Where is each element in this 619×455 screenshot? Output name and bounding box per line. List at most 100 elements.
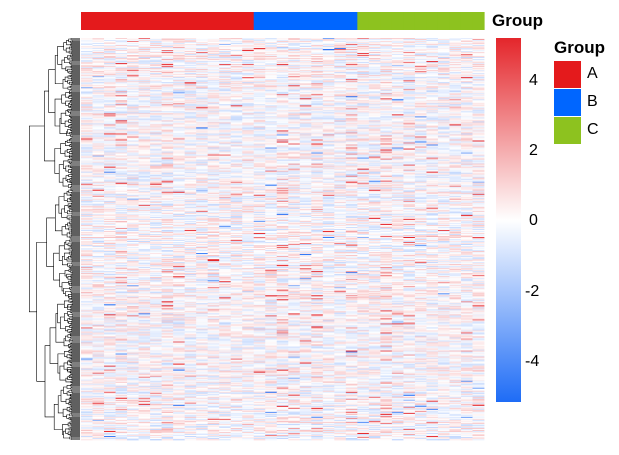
heatmap-cell — [173, 79, 186, 81]
heatmap-cell — [276, 100, 289, 102]
heatmap-cell — [391, 150, 404, 152]
heatmap-cell — [184, 165, 197, 168]
heatmap-cell — [426, 157, 439, 159]
heatmap-cell — [242, 88, 255, 90]
dendrogram-branch — [71, 381, 80, 384]
heatmap-cell — [242, 160, 255, 163]
heatmap-cell — [184, 87, 197, 89]
heatmap-cell — [414, 167, 427, 170]
heatmap-cell — [426, 62, 439, 64]
heatmap-cell — [472, 117, 485, 119]
heatmap-cell — [276, 150, 289, 152]
heatmap-cell — [414, 66, 427, 68]
heatmap-cell — [472, 130, 485, 132]
heatmap-cell — [81, 88, 93, 90]
heatmap-cell — [426, 97, 439, 99]
heatmap-cell — [173, 89, 186, 91]
heatmap-cell — [253, 77, 266, 79]
heatmap-cell — [472, 144, 485, 146]
heatmap-cell — [368, 150, 381, 152]
heatmap-cell — [368, 164, 381, 167]
heatmap-cell — [322, 50, 335, 52]
heatmap-cell — [299, 153, 312, 155]
heatmap-cell — [334, 150, 347, 152]
heatmap-cell — [299, 82, 312, 84]
heatmap-cell — [230, 55, 243, 57]
heatmap-cell — [414, 138, 427, 140]
heatmap-cell — [460, 62, 473, 64]
heatmap-cell — [173, 103, 186, 105]
heatmap-cell — [334, 77, 347, 79]
heatmap-cell — [322, 74, 335, 76]
heatmap-cell — [449, 130, 462, 132]
heatmap-cell — [414, 130, 427, 132]
heatmap-cell — [184, 129, 197, 131]
heatmap-cell — [357, 66, 370, 68]
heatmap-cell — [299, 131, 312, 133]
heatmap-cell — [311, 117, 324, 119]
heatmap-cell — [311, 82, 324, 84]
heatmap-cell — [288, 60, 301, 62]
heatmap-cell — [276, 165, 289, 168]
heatmap-cell — [265, 156, 278, 158]
heatmap-cell — [242, 110, 255, 112]
dendrogram-branch — [70, 225, 80, 227]
heatmap-cell — [104, 159, 116, 161]
heatmap-cell — [472, 83, 485, 85]
heatmap-cell — [219, 89, 232, 91]
heatmap-cell — [380, 113, 393, 115]
heatmap-cell — [104, 94, 116, 96]
heatmap-cell — [288, 51, 301, 53]
heatmap-cell — [380, 68, 393, 70]
heatmap-cell — [460, 147, 473, 149]
heatmap-cell — [173, 117, 186, 119]
heatmap-cell — [322, 109, 335, 111]
heatmap-cell — [334, 96, 347, 98]
heatmap-cell — [161, 115, 174, 117]
heatmap-cell — [115, 38, 128, 40]
heatmap-cell — [115, 66, 128, 68]
heatmap-cell — [184, 69, 197, 71]
dendrogram-branch — [71, 244, 80, 246]
heatmap-cell — [81, 146, 93, 148]
heatmap-cell — [460, 40, 473, 42]
heatmap-cell — [242, 93, 255, 95]
heatmap-cell — [81, 92, 93, 94]
heatmap-cell — [173, 146, 186, 148]
heatmap-cell — [322, 154, 335, 156]
heatmap-cell — [81, 75, 93, 77]
heatmap-cell — [127, 165, 139, 168]
heatmap-cell — [426, 149, 439, 151]
heatmap-cell — [253, 115, 266, 117]
heatmap-cell — [161, 72, 174, 74]
heatmap-cell — [345, 162, 358, 165]
heatmap-cell — [311, 122, 324, 124]
heatmap-cell — [334, 90, 347, 92]
heatmap-cell — [207, 146, 220, 148]
heatmap-cell — [449, 86, 462, 88]
heatmap-cell — [207, 114, 220, 116]
heatmap-cell — [345, 100, 358, 102]
heatmap-cell — [173, 139, 186, 141]
heatmap-cell — [276, 41, 289, 43]
heatmap-cell — [357, 153, 370, 155]
heatmap-cell — [322, 150, 335, 152]
heatmap-cell — [460, 74, 473, 76]
heatmap-cell — [426, 75, 439, 77]
heatmap-cell — [115, 156, 128, 158]
heatmap-cell — [403, 75, 416, 77]
heatmap-cell — [426, 77, 439, 79]
heatmap-cell — [391, 133, 404, 135]
heatmap-cell — [161, 86, 174, 88]
heatmap-cell — [92, 152, 105, 154]
heatmap-cell — [391, 93, 404, 95]
heatmap-cell — [426, 95, 439, 97]
heatmap-cell — [380, 86, 393, 88]
dendrogram-branch — [70, 336, 80, 339]
heatmap-cell — [322, 141, 335, 143]
heatmap-cell — [253, 135, 266, 137]
heatmap-cell — [380, 128, 393, 130]
heatmap-cell — [322, 63, 335, 65]
heatmap-cell — [460, 139, 473, 141]
heatmap-cell — [219, 85, 232, 87]
